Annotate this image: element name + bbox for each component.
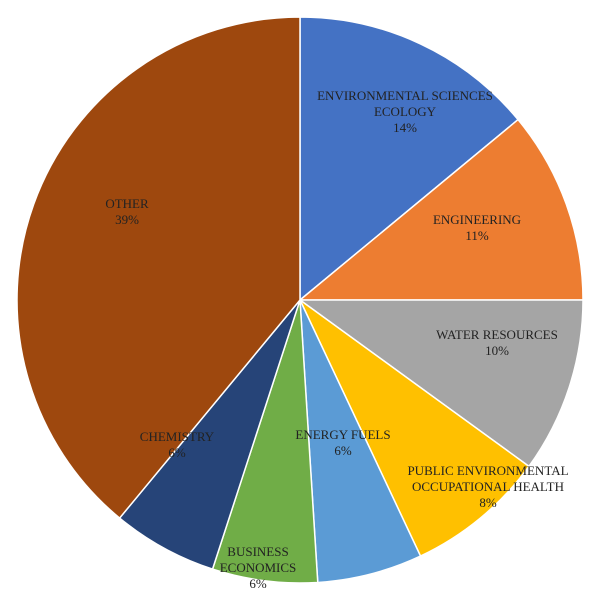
category-label: ENERGY FUELS [295,427,391,442]
percent-label: 10% [485,343,509,358]
slice-label: ENERGY FUELS 6% [278,427,408,459]
pie-slice [299,16,520,302]
percent-label: 11% [465,228,489,243]
pie-slice [299,299,530,558]
pie-slice [16,16,301,520]
percent-label: 14% [393,120,417,135]
percent-label: 6% [334,443,352,458]
slice-label: BUSINESS ECONOMICS 6% [208,544,308,592]
pie-slice [297,118,584,301]
slice-label: OTHER 39% [62,196,192,228]
percent-label: 8% [479,495,497,510]
pie-slice [297,299,584,468]
percent-label: 39% [115,212,139,227]
slice-label: ENVIRONMENTAL SCIENCES ECOLOGY 14% [300,88,510,136]
category-label: CHEMISTRY [139,429,215,444]
percent-label: 6% [168,445,186,460]
category-label: BUSINESS ECONOMICS [219,544,297,575]
slice-label: PUBLIC ENVIRONMENTAL OCCUPATIONAL HEALTH… [388,463,588,511]
slice-label: WATER RESOURCES 10% [417,327,577,359]
category-label: OTHER [105,196,149,211]
slice-label: CHEMISTRY 6% [112,429,242,461]
category-label: ENVIRONMENTAL SCIENCES ECOLOGY [317,88,493,119]
category-label: PUBLIC ENVIRONMENTAL OCCUPATIONAL HEALTH [407,463,569,494]
slice-label: ENGINEERING 11% [397,212,557,244]
category-label: ENGINEERING [432,212,522,227]
percent-label: 6% [249,576,267,591]
category-label: WATER RESOURCES [436,327,558,342]
